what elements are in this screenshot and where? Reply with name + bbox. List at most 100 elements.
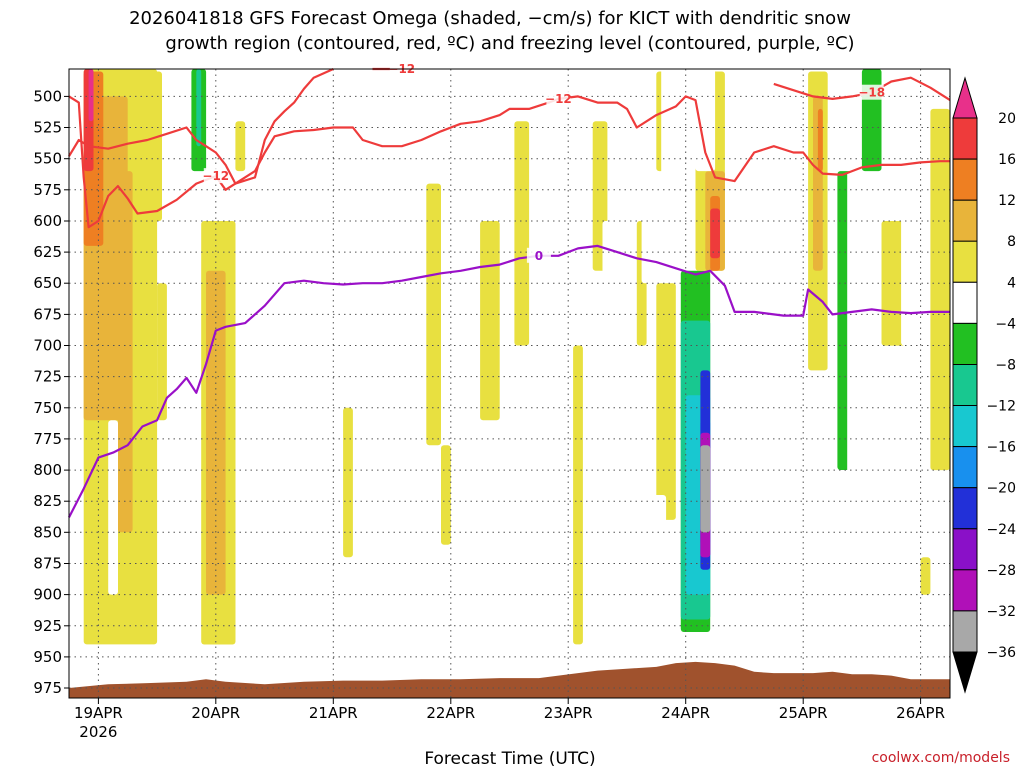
y-tick-label: 650 [33, 274, 62, 292]
colorbar-label: −8 [995, 358, 1016, 374]
y-tick-label: 500 [33, 87, 62, 105]
y-tick-label: 775 [33, 430, 62, 448]
omega-region [196, 69, 202, 147]
colorbar-bottom-arrow [952, 651, 978, 694]
omega-region [861, 69, 882, 172]
colorbar-label: 12 [998, 193, 1016, 209]
colorbar-label: −36 [986, 645, 1016, 661]
omega-region [108, 420, 118, 595]
colorbar-label: 4 [1007, 275, 1016, 291]
y-tick-label: 900 [33, 586, 62, 604]
grid [69, 69, 950, 698]
omega-region [700, 445, 711, 533]
colorbar-label: −16 [986, 440, 1016, 456]
omega-region [641, 69, 657, 284]
colorbar-box [952, 364, 978, 407]
y-tick-label: 750 [33, 399, 62, 417]
omega-region [88, 69, 94, 122]
omega-region [235, 121, 246, 172]
colorbar-box [952, 158, 978, 201]
colorbar-label: −24 [986, 522, 1016, 538]
omega-region [142, 71, 162, 221]
omega-region [622, 270, 632, 570]
dgz-contour-line [68, 67, 334, 229]
omega-region [441, 445, 451, 545]
colorbar: 20 16 12 8 4 −4 −8 −12 −16 −20 −24 −28 −32 −36 [952, 76, 1016, 694]
x-tick-label: 21APR [309, 704, 358, 722]
dgz-contour-label: −18 [858, 86, 885, 100]
y-axis: 500 525 550 575 600 625 650 675 700 725 750 775 800 8… [33, 87, 69, 697]
colorbar-top-arrow [952, 76, 978, 119]
colorbar-label: −20 [986, 481, 1016, 497]
x-tick-label: 19APR [74, 704, 123, 722]
colorbar-label: 16 [998, 152, 1016, 168]
omega-region [710, 208, 720, 259]
x-tick-sublabel: 2026 [79, 723, 117, 741]
y-tick-label: 550 [33, 150, 62, 168]
dgz-contour-label: −12 [545, 92, 572, 106]
y-tick-label: 825 [33, 492, 62, 510]
chart-title-line1: 2026041818 GFS Forecast Omega (shaded, −… [129, 8, 851, 29]
y-tick-label: 600 [33, 212, 62, 230]
omega-region [602, 221, 613, 396]
y-tick-label: 850 [33, 523, 62, 541]
dgz-contour-label-bg [546, 90, 571, 106]
colorbar-label: −12 [986, 399, 1016, 415]
y-tick-label: 525 [33, 119, 62, 137]
colorbar-label: −28 [986, 563, 1016, 579]
omega-region [901, 96, 931, 346]
dgz-contour-label: −12 [202, 169, 229, 183]
plot-frame [68, 68, 951, 699]
chart-title-line2: growth region (contoured, red, ºC) and f… [165, 33, 854, 54]
y-tick-label: 875 [33, 555, 62, 573]
x-tick-label: 25APR [779, 704, 828, 722]
colorbar-box [952, 405, 978, 448]
omega-region [656, 283, 676, 520]
omega-region [343, 407, 353, 558]
omega-region [695, 69, 716, 172]
omega-region [362, 69, 373, 134]
dgz-contour-label-bg [203, 168, 228, 184]
y-tick-label: 725 [33, 368, 62, 386]
colorbar-label: 8 [1007, 234, 1016, 250]
x-axis-label: Forecast Time (UTC) [424, 749, 595, 768]
freezing-level-contour-label-bg [526, 247, 551, 263]
x-tick-label: 24APR [661, 704, 710, 722]
colorbar-box [952, 322, 978, 365]
colorbar-box [952, 487, 978, 530]
colorbar-label: −4 [995, 316, 1016, 332]
contours: −12−12−12−180 [68, 61, 951, 518]
colorbar-box [952, 199, 978, 242]
y-tick-label: 950 [33, 648, 62, 666]
terrain [69, 661, 950, 698]
freezing-level-contour-line [68, 244, 950, 518]
y-tick-label: 975 [33, 679, 62, 697]
omega-region [117, 171, 133, 533]
freezing-level-contour-label: 0 [535, 249, 543, 263]
colorbar-box [952, 569, 978, 612]
colorbar-box [952, 528, 978, 571]
colorbar-box [952, 446, 978, 489]
dgz-contour-label-bg [859, 84, 884, 100]
colorbar-box [952, 281, 978, 324]
colorbar-box [952, 117, 978, 160]
x-tick-label: 20APR [191, 704, 240, 722]
x-tick-label: 23APR [544, 704, 593, 722]
omega-region [847, 171, 882, 545]
omega-region [666, 71, 686, 246]
omega-region [930, 108, 950, 471]
omega-region [514, 121, 530, 346]
omega-region [817, 108, 823, 172]
omega-region [778, 69, 799, 172]
omega-region [573, 345, 583, 645]
colorbar-box [952, 610, 978, 653]
x-tick-label: 22APR [426, 704, 475, 722]
y-tick-label: 800 [33, 461, 62, 479]
omega-region [920, 557, 931, 595]
x-tick-label: 26APR [896, 704, 945, 722]
omega-region [783, 171, 794, 508]
omega-region [157, 283, 167, 421]
y-tick-label: 625 [33, 243, 62, 261]
y-tick-label: 700 [33, 337, 62, 355]
